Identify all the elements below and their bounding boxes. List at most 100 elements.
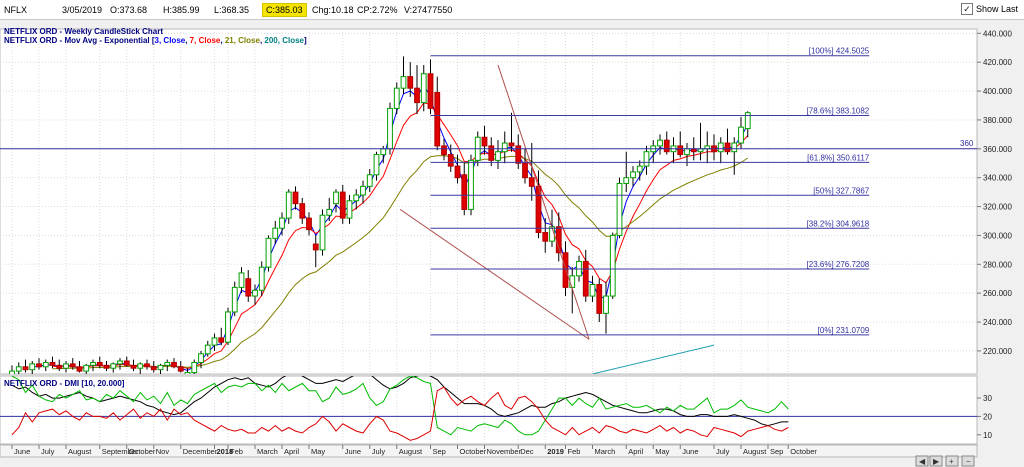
candle <box>63 361 69 373</box>
x-tick-label: March <box>257 447 278 456</box>
scroll-right-icon: ▶ <box>933 457 940 466</box>
candle <box>603 281 609 334</box>
candle-body-up <box>420 73 427 104</box>
scroll-left-button[interactable] <box>915 455 929 467</box>
ma-legend-7: 7, Close <box>190 36 221 45</box>
date-label: 3/05/2019 <box>62 5 103 15</box>
x-tick-label: Feb <box>568 447 581 456</box>
candle <box>279 212 285 236</box>
zoom-in-button[interactable] <box>945 455 959 467</box>
candle-body-down <box>414 87 420 104</box>
zoom-out-icon: − <box>966 457 971 466</box>
candle-body-up <box>501 142 508 153</box>
checkbox-check-icon[interactable]: ✓ <box>960 3 973 15</box>
dmi-pane <box>0 375 978 445</box>
candle-body-up <box>744 112 751 130</box>
candle <box>738 117 744 149</box>
candle <box>299 197 306 224</box>
candle <box>582 249 589 302</box>
candle <box>677 131 684 158</box>
candle <box>69 358 76 370</box>
ma-legend: NETFLIX ORD - Mov Avg - Exponential [3, … <box>4 36 307 45</box>
candle-body-up <box>326 208 333 216</box>
candle-body-up <box>731 142 738 153</box>
candle <box>177 361 184 373</box>
price-layer: 220.000 240.000 260.000 280.000 300.000 320.0… <box>0 29 1012 374</box>
x-tick-label: July <box>716 447 730 456</box>
fib-level-label: [50%] 327.7867 <box>813 186 870 195</box>
candle <box>663 131 670 155</box>
candle-body-down <box>515 145 522 164</box>
scroll-controls[interactable]: ◀ ▶ + − <box>915 455 975 467</box>
candle <box>495 140 501 170</box>
candle <box>258 261 265 297</box>
price-chart-area[interactable]: 220.000 240.000 260.000 280.000 300.000 320.0… <box>0 20 1024 467</box>
y-tick-label: 260.000 <box>983 289 1012 298</box>
dmi-series-2 <box>11 386 789 441</box>
candle-body-down <box>171 361 177 368</box>
candle <box>481 125 488 155</box>
x-tick-label: October <box>460 447 487 456</box>
candle-body-down <box>522 162 528 179</box>
candle-body-up <box>616 182 623 236</box>
candle <box>657 134 663 155</box>
candle <box>724 128 731 155</box>
candle <box>616 177 623 239</box>
candle <box>353 189 360 210</box>
candle-body-up <box>319 214 326 251</box>
x-tick-label: Sep <box>433 447 446 456</box>
candle-body-up <box>204 344 211 355</box>
candle-body-up <box>346 200 353 219</box>
y-tick-label: 240.000 <box>983 318 1012 327</box>
candle-body-down <box>306 217 312 231</box>
y-tick-label: 280.000 <box>983 260 1012 269</box>
change-value: Chg:10.18 <box>312 5 354 15</box>
open-value: O:373.68 <box>110 5 148 15</box>
candle <box>400 56 407 94</box>
candle-body-down <box>49 361 56 366</box>
candle <box>103 361 110 372</box>
candle <box>420 65 427 112</box>
candle <box>346 195 353 224</box>
dmi-y-tick-label: 20 <box>983 412 992 421</box>
candle-body-up <box>258 266 265 291</box>
change-percent-value: CP:2.72% <box>357 5 398 15</box>
price-pane <box>0 28 978 375</box>
x-tick-label: Dec <box>520 447 534 456</box>
candle <box>441 138 447 161</box>
x-tick-label: June <box>682 447 698 456</box>
candle-body-down <box>596 284 603 314</box>
candle-body-down <box>245 278 252 297</box>
candle <box>191 359 198 374</box>
candle-body-down <box>76 366 83 372</box>
candle-body-up <box>198 353 204 363</box>
x-tick-label: Nov <box>156 447 170 456</box>
candle <box>508 112 515 152</box>
candle-body-down <box>434 92 441 147</box>
candle <box>231 281 238 317</box>
candle-body-down <box>562 252 569 288</box>
show-last-checkbox[interactable]: ✓ Show Last <box>960 3 1018 15</box>
x-tick-label: July <box>41 447 55 456</box>
ma-legend-21: 21, Close <box>225 36 261 45</box>
candle <box>373 151 380 181</box>
candle-body-up <box>9 370 15 374</box>
candle <box>272 220 279 245</box>
candle <box>306 212 312 236</box>
candle <box>326 197 333 221</box>
candle-body-up <box>42 361 49 368</box>
y-tick-label: 320.000 <box>983 203 1012 212</box>
x-tick-label: August <box>399 447 423 456</box>
fib-level-label: [23.6%] 276.7208 <box>807 260 870 269</box>
candle-body-down <box>488 145 495 161</box>
candle-body-down <box>441 145 447 156</box>
candle-body-up <box>623 177 630 184</box>
candle <box>238 267 245 294</box>
scroll-right-button[interactable] <box>929 455 943 467</box>
candle <box>387 102 393 155</box>
candle <box>589 275 596 302</box>
candle <box>360 180 366 204</box>
quote-info-bar: NFLX 3/05/2019 O:373.68 H:385.99 L:368.3… <box>0 0 1024 20</box>
zoom-out-button[interactable] <box>961 455 975 467</box>
candle-body-down <box>508 142 515 147</box>
